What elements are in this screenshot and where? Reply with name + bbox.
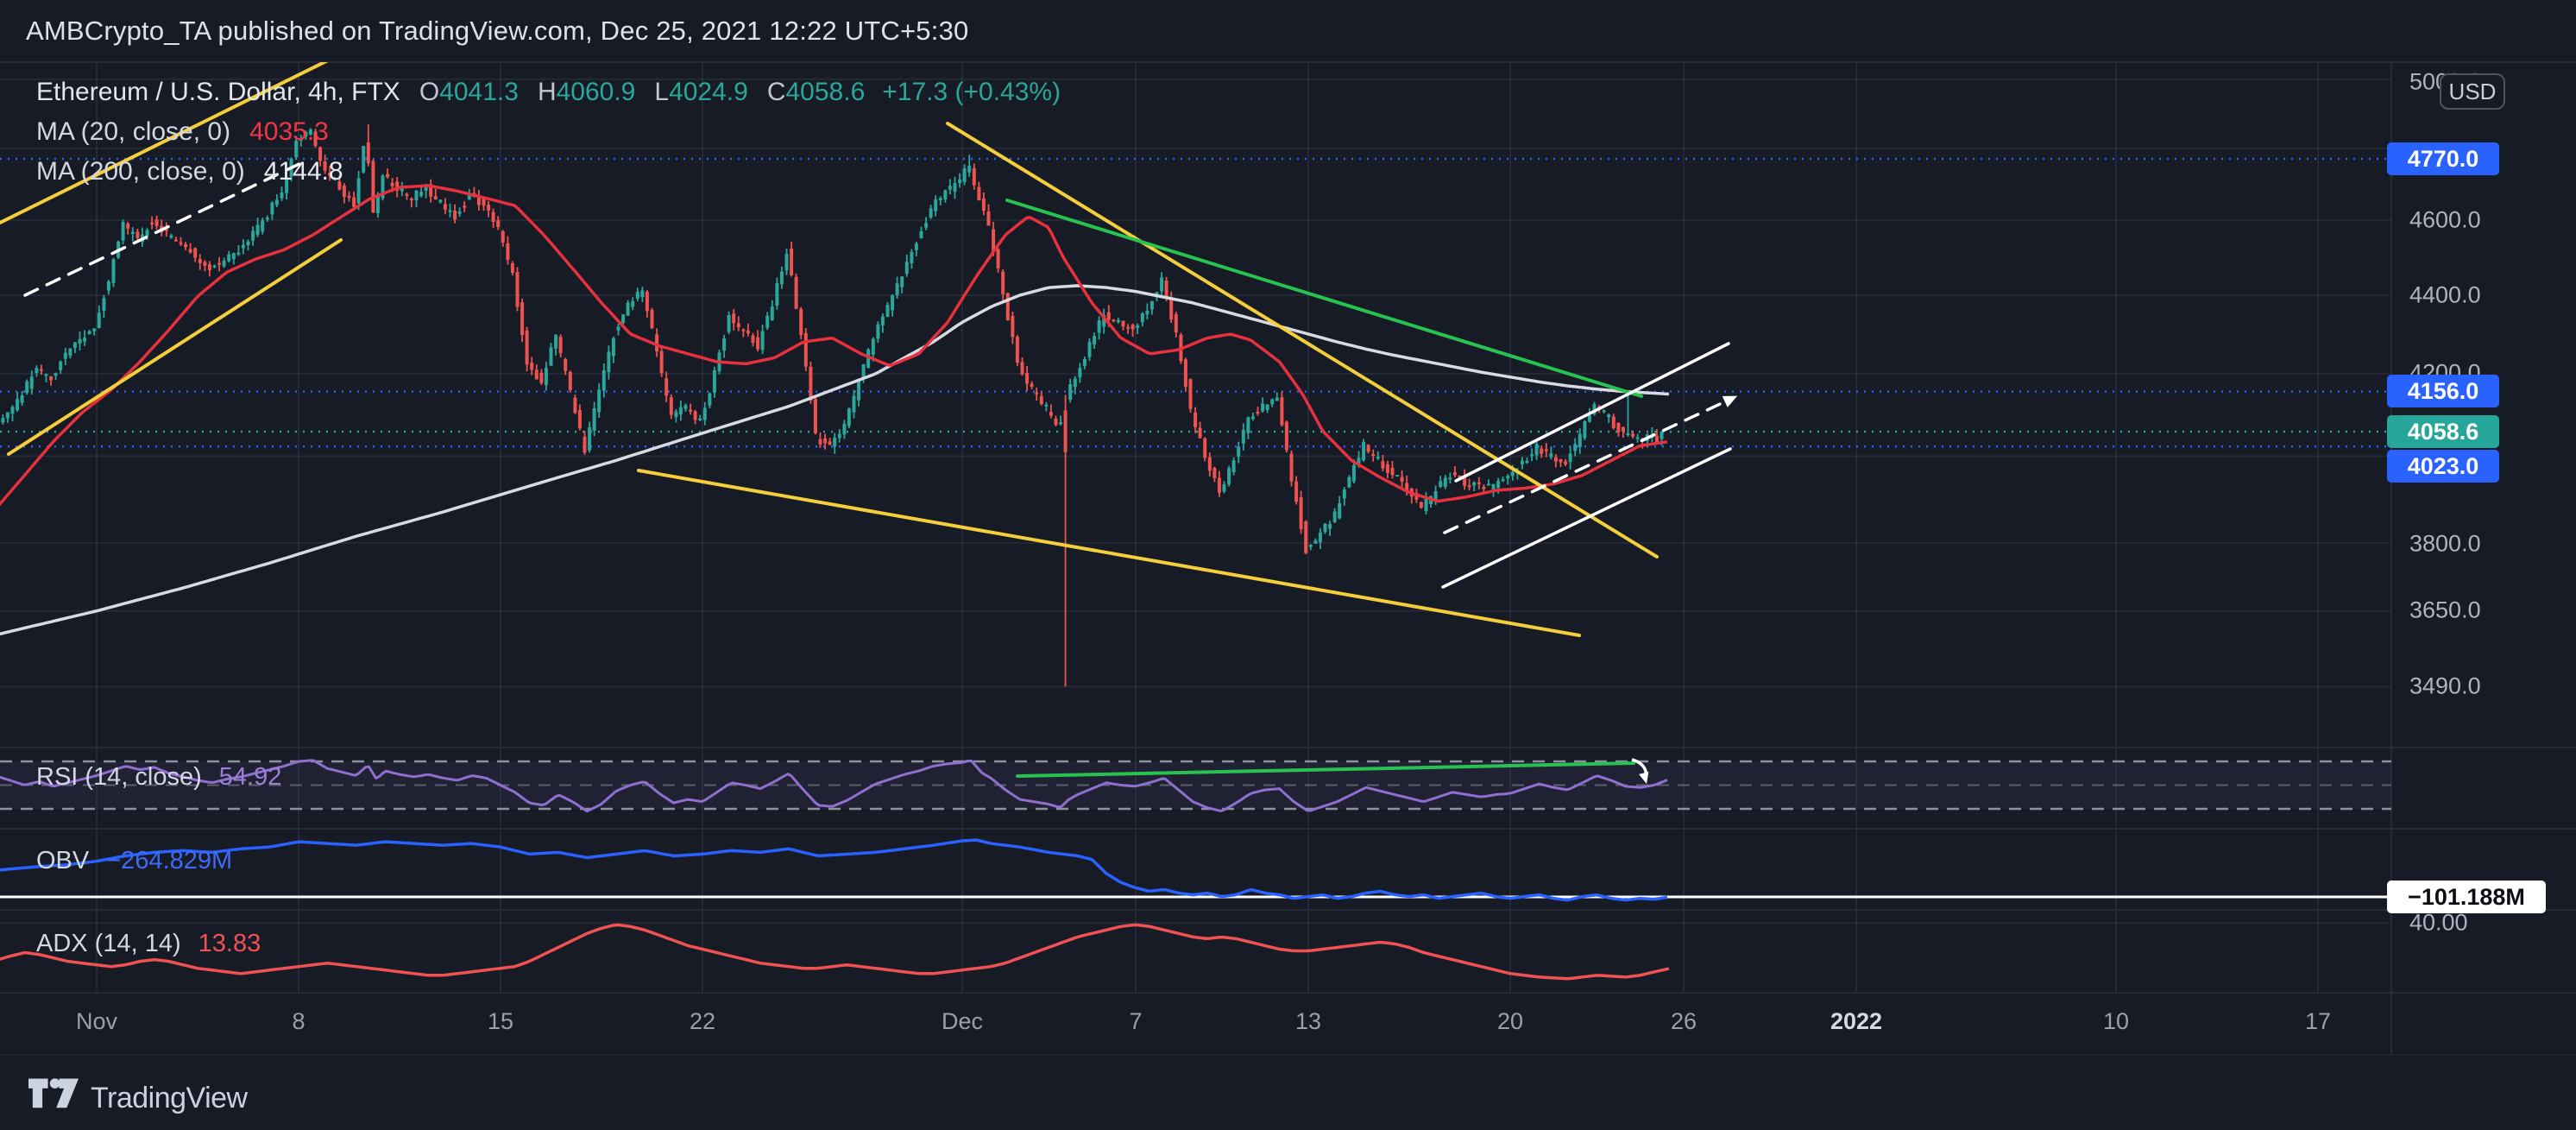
ma20-line	[0, 184, 1668, 507]
ohlc-high-value: 4060.9	[556, 78, 636, 106]
symbol-title: Ethereum / U.S. Dollar, 4h, FTX	[36, 78, 400, 106]
ma200-line	[0, 284, 1670, 636]
price-label-blue: 4023.0	[2387, 450, 2499, 483]
rsi-pane	[0, 758, 1668, 813]
time-axis-tick: 13	[1294, 1008, 1322, 1034]
price-label-blue: 4156.0	[2387, 375, 2499, 407]
time-axis-tick: Nov	[75, 1008, 118, 1034]
ma200-label: MA (200, close, 0)	[36, 157, 245, 186]
legend: Ethereum / U.S. Dollar, 4h, FTX O 4041.3 …	[36, 73, 1061, 192]
ohlc-open-key: O	[419, 78, 440, 106]
dec-wedge-lower	[637, 469, 1581, 637]
legend-symbol-row[interactable]: Ethereum / U.S. Dollar, 4h, FTX O 4041.3 …	[36, 73, 1061, 112]
price-axis-tick: 4400.0	[2409, 281, 2481, 308]
candles-layer	[1, 124, 1664, 687]
rsi-line	[0, 759, 1668, 813]
price-axis-tick: 3650.0	[2409, 597, 2481, 623]
tradingview-logo-icon[interactable]	[28, 1078, 79, 1118]
currency-toggle-button[interactable]: USD	[2440, 73, 2505, 110]
white-channel-upper	[1454, 342, 1730, 483]
ma20-value: 4035.3	[249, 117, 329, 146]
ma20-label: MA (20, close, 0)	[36, 117, 231, 146]
header: AMBCrypto_TA published on TradingView.co…	[26, 7, 968, 55]
dec-resistance	[1005, 199, 1643, 398]
time-axis-tick: 7	[1129, 1008, 1143, 1034]
rsi-band	[0, 760, 2391, 811]
time-axis-tick: 26	[1670, 1008, 1697, 1034]
obv-label-text: OBV	[36, 847, 90, 874]
price-label-blue: 4770.0	[2387, 142, 2499, 175]
nov-channel-upper	[0, 62, 329, 224]
nov-dashed-support	[23, 158, 310, 297]
nov-channel-lower	[7, 238, 343, 456]
time-axis-tick: 8	[292, 1008, 305, 1034]
rsi-trendline	[1016, 761, 1635, 778]
price-axis-tick: 4600.0	[2409, 206, 2481, 233]
ohlc-low-key: L	[654, 78, 670, 106]
pane-separators	[0, 61, 2576, 1056]
ohlc-open-value: 4041.3	[439, 78, 519, 106]
time-axis-tick: 22	[689, 1008, 716, 1034]
price-label-white: −101.188M	[2387, 881, 2546, 913]
rsi-pane-label[interactable]: RSI (14, close) 54.92	[36, 763, 281, 792]
ohlc-high-key: H	[537, 78, 557, 106]
rsi-label-text: RSI (14, close)	[36, 763, 202, 791]
legend-ma200-row[interactable]: MA (200, close, 0) 4144.8	[36, 152, 1061, 192]
legend-ma20-row[interactable]: MA (20, close, 0) 4035.3	[36, 112, 1061, 152]
adx-line	[0, 923, 1670, 981]
adx-label-text: ADX (14, 14)	[36, 930, 181, 957]
ohlc-close-key: C	[766, 78, 786, 106]
time-axis-tick: Dec	[941, 1008, 984, 1034]
obv-value: −264.829M	[106, 847, 233, 874]
white-channel-dashed	[1443, 397, 1733, 534]
footer: TradingView	[28, 1078, 248, 1118]
gridlines	[0, 62, 2391, 993]
dec-wedge-upper	[946, 122, 1659, 559]
time-axis-tick: 2022	[1830, 1008, 1883, 1034]
obv-line	[0, 838, 1668, 902]
obv-pane-label[interactable]: OBV −264.829M	[36, 847, 232, 875]
price-axis-tick: 3800.0	[2409, 530, 2481, 557]
price-pane	[0, 62, 2391, 687]
tradingview-wordmark[interactable]: TradingView	[91, 1081, 248, 1114]
price-axis-tick: 3490.0	[2409, 672, 2481, 699]
time-axis-tick: 20	[1496, 1008, 1524, 1034]
header-title: AMBCrypto_TA published on TradingView.co…	[26, 16, 969, 46]
rsi-value: 54.92	[218, 763, 282, 791]
white-channel-lower	[1441, 447, 1732, 589]
price-axis-tick: 40.00	[2409, 909, 2468, 936]
ohlc-low-value: 4024.9	[669, 78, 748, 106]
ohlc-close-value: 4058.6	[785, 78, 866, 106]
adx-value: 13.83	[198, 930, 261, 957]
price-label-teal: 4058.6	[2387, 415, 2499, 448]
adx-pane-label[interactable]: ADX (14, 14) 13.83	[36, 930, 261, 958]
time-axis-tick: 15	[487, 1008, 514, 1034]
obv-pane	[0, 838, 2391, 902]
time-axis-tick: 10	[2102, 1008, 2130, 1034]
ma200-value: 4144.8	[263, 157, 343, 186]
adx-pane	[0, 923, 1670, 981]
time-axis-tick: 17	[2304, 1008, 2332, 1034]
ohlc-change: +17.3 (+0.43%)	[882, 78, 1061, 106]
